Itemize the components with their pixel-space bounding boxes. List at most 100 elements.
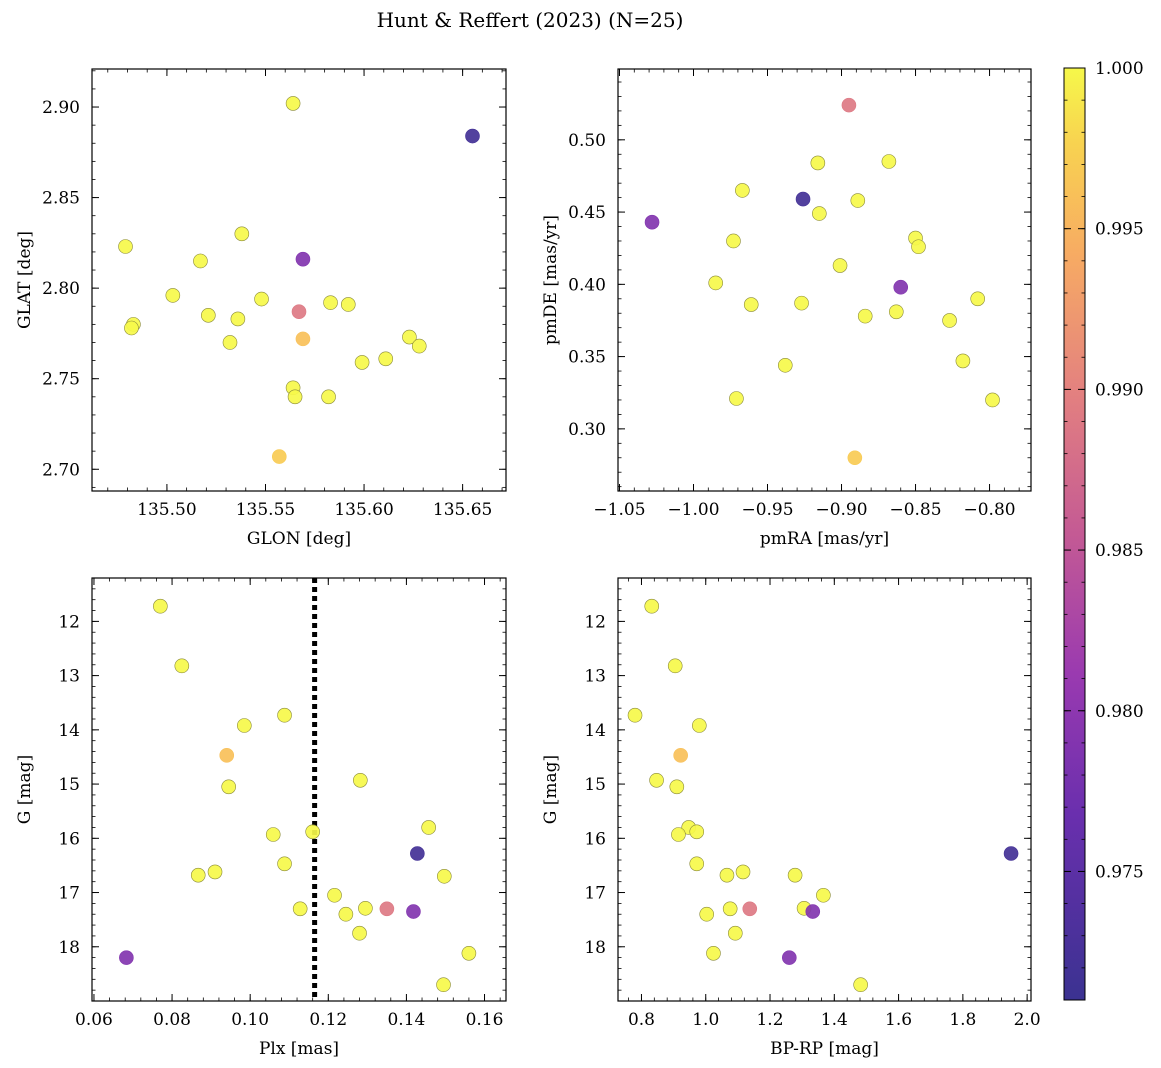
scatter-point — [777, 357, 793, 373]
scatter-point — [850, 193, 866, 208]
scatter-point — [719, 867, 735, 883]
x-axis-label: pmRA [mas/yr] — [760, 529, 889, 549]
scatter-point — [706, 945, 721, 961]
scatter-point — [699, 906, 715, 922]
scatter-point — [465, 128, 480, 144]
scatter-point — [295, 331, 311, 347]
scatter-point — [942, 313, 957, 328]
y-tick-label: 2.80 — [42, 279, 80, 299]
y-tick-label: 16 — [584, 829, 606, 849]
scatter-point — [358, 900, 373, 916]
scatter-point — [689, 824, 705, 840]
scatter-point — [207, 864, 223, 880]
scatter-point — [222, 335, 238, 350]
scatter-point — [410, 846, 425, 861]
x-tick-label: 1.4 — [821, 1010, 848, 1030]
panel-pm: −1.05 −1.00 −0.95 −0.90 −0.85 −0.80 0.30 0.35 0.… — [541, 68, 1032, 549]
colorbar: 0.975 0.980 0.985 0.990 0.995 1.000 — [1063, 59, 1144, 1001]
panel-frame — [91, 577, 507, 1002]
y-tick-label: 12 — [584, 612, 606, 632]
colorbar-gradient — [1063, 67, 1086, 1001]
scatter-point — [119, 950, 134, 965]
scatter-point — [708, 275, 723, 291]
scatter-point — [237, 718, 252, 733]
x-tick-label: 135.60 — [334, 500, 393, 520]
scatter-point — [728, 925, 743, 941]
y-tick-label: 0.35 — [568, 348, 606, 368]
scatter-point — [292, 901, 308, 917]
scatter-point — [295, 251, 311, 267]
scatter-point — [411, 338, 427, 354]
x-tick-label: 0.8 — [628, 1010, 655, 1030]
y-tick-label: 14 — [58, 721, 80, 741]
panel-plx-g: 0.06 0.08 0.10 0.12 0.14 0.16 12 13 14 15 16 17 18 Pl… — [15, 577, 507, 1059]
scatter-point — [285, 96, 301, 111]
scatter-point — [735, 183, 750, 198]
x-tick-label: −0.95 — [741, 500, 793, 520]
scatter-point — [305, 824, 320, 840]
scatter-point — [911, 239, 926, 255]
scatter-point — [649, 772, 664, 788]
scatter-point — [881, 154, 897, 169]
colorbar-tick-label: 0.990 — [1095, 380, 1144, 400]
scatter-point — [742, 901, 758, 917]
x-tick-label: 0.06 — [75, 1010, 113, 1030]
y-tick-label: 0.40 — [568, 275, 606, 295]
scatter-point — [667, 658, 683, 674]
scatter-point — [857, 308, 873, 324]
y-tick-label: 13 — [58, 667, 80, 687]
panel-frame — [91, 68, 507, 492]
scatter-point — [810, 155, 826, 171]
scatter-point — [812, 206, 827, 221]
scatter-point — [378, 351, 394, 367]
scatter-point — [893, 279, 909, 295]
y-tick-label: 12 — [58, 612, 80, 632]
scatter-point — [327, 887, 342, 903]
scatter-point — [174, 658, 190, 674]
scatter-point — [118, 239, 133, 254]
scatter-point — [193, 253, 208, 269]
scatter-point — [1003, 846, 1019, 861]
x-tick-label: 0.16 — [466, 1010, 504, 1030]
colorbar-tick-label: 0.980 — [1095, 702, 1144, 722]
scatter-point — [794, 295, 809, 311]
scatter-point — [955, 353, 971, 369]
scatter-point — [627, 707, 643, 723]
x-tick-label: 1.6 — [885, 1010, 912, 1030]
x-tick-label: 1.8 — [949, 1010, 976, 1030]
x-tick-label: −0.85 — [889, 500, 941, 520]
scatter-point — [277, 707, 292, 723]
scatter-point — [291, 304, 307, 319]
scatter-point — [165, 288, 181, 303]
x-tick-label: 135.50 — [137, 500, 196, 520]
y-tick-label: 2.85 — [42, 189, 80, 209]
scatter-point — [338, 906, 354, 922]
scatter-point — [201, 308, 216, 323]
x-tick-label: 135.65 — [433, 500, 492, 520]
scatter-point — [729, 391, 744, 406]
y-tick-label: 2.70 — [42, 460, 80, 480]
scatter-point — [787, 867, 803, 883]
scatter-point — [673, 748, 688, 763]
x-tick-label: −0.90 — [815, 500, 867, 520]
scatter-point — [805, 904, 821, 919]
x-tick-label: −1.00 — [667, 500, 719, 520]
scatter-point — [644, 214, 660, 230]
y-axis-label: GLAT [deg] — [15, 231, 35, 329]
panel-bprp-g: 0.8 1.0 1.2 1.4 1.6 1.8 2.0 12 13 14 15 16 17 18 BP-RP… — [541, 577, 1041, 1059]
scatter-point — [970, 291, 986, 307]
figure-title: Hunt & Reffert (2023) (N=25) — [377, 8, 684, 32]
y-tick-label: 0.45 — [568, 203, 606, 223]
scatter-point — [853, 977, 868, 993]
scatter-point — [436, 977, 451, 993]
scatter-point — [265, 827, 281, 842]
scatter-point — [461, 945, 477, 961]
scatter-point — [352, 925, 367, 941]
panels: 135.50 135.55 135.60 135.65 2.70 2.75 2.80 2.85… — [15, 68, 1041, 1059]
x-tick-label: 0.14 — [387, 1010, 425, 1030]
y-tick-label: 17 — [58, 884, 80, 904]
scatter-point — [271, 449, 287, 464]
scatter-point — [219, 748, 235, 763]
scatter-point — [354, 355, 370, 370]
x-axis-label: GLON [deg] — [247, 529, 351, 549]
